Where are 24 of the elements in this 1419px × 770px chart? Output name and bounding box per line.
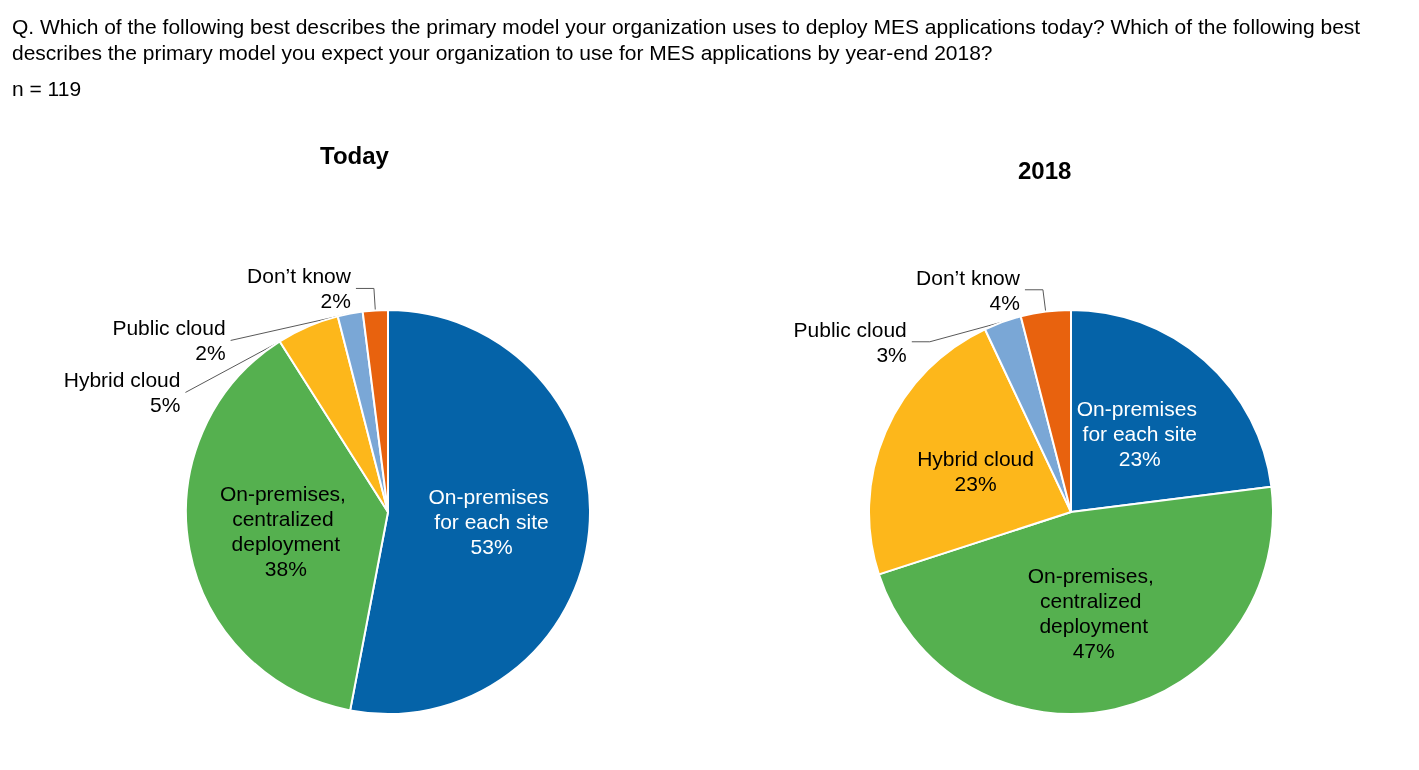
data-label: 38% [264,557,307,581]
data-label: 47% [1072,639,1115,663]
data-label: 5% [150,393,181,417]
data-label: 4% [989,290,1020,314]
slice-label: On-premises, centralized deployment [219,482,352,556]
slice-label: Public cloud [112,316,226,340]
chart-title: 2018 [1018,156,1072,184]
data-label: 53% [470,535,513,559]
slice-label: Don’t know [247,264,352,288]
data-label: 23% [1118,447,1161,471]
data-label: 2% [195,341,226,365]
slice-label: Hybrid cloud [63,368,181,392]
text: n = 119 [12,76,83,102]
slice-label: Don’t know [916,265,1021,289]
slice-label: Public cloud [793,317,907,341]
chart-title: Today [320,141,390,169]
slice-label: On-premises for each site [1076,397,1203,446]
slice-label: On-premises, centralized deployment [1027,564,1160,638]
data-label: 2% [320,289,351,313]
text: Q. Which of the following best describes the primary model your organization uses to deploy MES applications today? Which of the following best describes the primary model you expect your organization to use for MES applications by year-end 2018? [12,14,1362,66]
slice-label: On-premises for each site [428,485,555,534]
data-label: 23% [954,471,997,495]
slice-label: Hybrid cloud [917,446,1034,470]
data-label: 3% [876,342,907,366]
